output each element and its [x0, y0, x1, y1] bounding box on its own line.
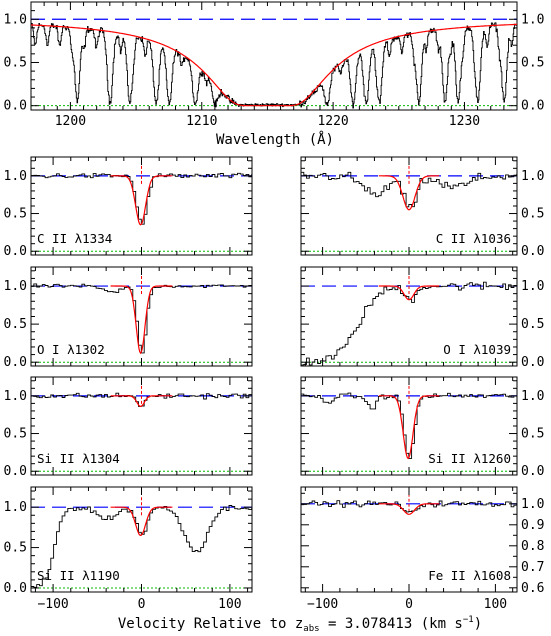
top-fit-curve: [31, 23, 517, 107]
top-spectrum-data: [31, 22, 518, 109]
ytick-label: 1.0: [4, 500, 27, 515]
lyman-alpha-panel: 1200 1210 1220 1230 0.0 0.0 0.5 0.5 1.0 1.0: [4, 1, 544, 129]
ytick-label: 0.5: [521, 427, 544, 442]
spectrum-data: [31, 172, 253, 225]
wavelength-axis-label: Wavelength (Å): [216, 131, 334, 148]
ytick-label: 0.5: [4, 317, 27, 332]
spectrum-data: [301, 392, 518, 459]
ytick-label: 1.0: [4, 169, 27, 184]
top-xtick-label: 1220: [317, 114, 348, 129]
ion-label: O I λ1302: [37, 342, 105, 357]
ytick-label: 0.0: [4, 464, 27, 479]
fit-curve: [110, 175, 173, 226]
ytick-label: 0.0: [521, 355, 544, 370]
velocity-axis-label: Velocity Relative to zabs = 3.078413 (km…: [118, 615, 482, 634]
ytick-label: 0.0: [521, 244, 544, 259]
top-ytick-label-right: 0.5: [521, 55, 544, 70]
ytick-label: 1.0: [521, 279, 544, 294]
ytick-label: 0.5: [4, 427, 27, 442]
fit-curve: [110, 285, 173, 355]
xtick-label: 100: [218, 597, 241, 612]
ytick-label: 1.0: [4, 389, 27, 404]
xtick-label: −100: [307, 597, 338, 612]
ion-label: Si II λ1260: [428, 451, 511, 466]
xtick-label: −100: [37, 597, 68, 612]
panel-fe2-1608: 1.0 0.9 0.8 0.7 0.6 Fe II λ1608 −100 0 100: [300, 486, 544, 612]
spectrum-data: [31, 392, 253, 407]
top-xtick-label: 1210: [186, 114, 217, 129]
ytick-label: 0.7: [521, 560, 544, 575]
ytick-label: 1.0: [521, 169, 544, 184]
ytick-label: 0.5: [4, 207, 27, 222]
top-frame: [30, 1, 518, 111]
ytick-label: 0.5: [521, 207, 544, 222]
xtick-label: 0: [405, 597, 413, 612]
panel-o1-1039: 0.0 0.5 1.0 O I λ1039: [300, 266, 544, 370]
ytick-label: 0.0: [4, 244, 27, 259]
ytick-label: 0.5: [4, 541, 27, 556]
panel-si2-1304: 0.0 0.5 1.0 Si II λ1304: [4, 376, 253, 479]
ytick-label: 1.0: [521, 389, 544, 404]
panel-si2-1190: 0.0 0.5 1.0 Si II λ1190 −100 0 100: [4, 486, 253, 612]
top-xtick-label: 1230: [449, 114, 480, 129]
ytick-label: 0.0: [521, 464, 544, 479]
fit-curve: [378, 395, 440, 460]
top-ytick-label-right: 0.0: [521, 99, 544, 114]
top-ytick-label-right: 1.0: [521, 12, 544, 27]
top-ytick-label-left: 0.5: [4, 55, 27, 70]
ytick-label: 0.5: [521, 317, 544, 332]
spectrum-data: [301, 281, 518, 366]
ion-label: Si II λ1190: [37, 568, 120, 583]
top-ytick-label-left: 1.0: [4, 12, 27, 27]
ion-label: Si II λ1304: [37, 451, 120, 466]
fit-curve: [110, 395, 173, 408]
xtick-label: 100: [484, 597, 507, 612]
panel-o1-1302: 0.0 0.5 1.0 O I λ1302: [4, 266, 253, 370]
fit-curve: [110, 506, 173, 537]
top-xtick-label: 1200: [55, 114, 86, 129]
fit-curve: [378, 503, 440, 515]
ytick-label: 1.0: [4, 279, 27, 294]
ion-label: O I λ1039: [443, 342, 511, 357]
ytick-label: 0.9: [521, 518, 544, 533]
spectrum-data: [301, 171, 518, 208]
panel-c2-1334: 0.0 0.5 1.0 C II λ1334: [4, 156, 253, 259]
xtick-label: 0: [138, 597, 146, 612]
fit-curve: [378, 175, 440, 211]
panel-c2-1036: 0.0 0.5 1.0 C II λ1036: [300, 156, 544, 259]
ion-label: C II λ1036: [436, 231, 511, 246]
fit-curve: [378, 285, 440, 301]
ytick-label: 0.6: [521, 581, 544, 596]
panel-si2-1260: 0.0 0.5 1.0 Si II λ1260: [300, 376, 544, 479]
ytick-label: 0.0: [4, 581, 27, 596]
ytick-label: 1.0: [521, 497, 544, 512]
spectrum-data: [31, 505, 253, 588]
ion-label: C II λ1334: [37, 231, 112, 246]
spectrum-data: [31, 283, 253, 354]
ytick-label: 0.8: [521, 539, 544, 554]
ytick-label: 0.0: [4, 355, 27, 370]
ion-label: Fe II λ1608: [428, 568, 511, 583]
top-ytick-label-left: 0.0: [4, 99, 27, 114]
spectrum-data: [301, 500, 518, 513]
